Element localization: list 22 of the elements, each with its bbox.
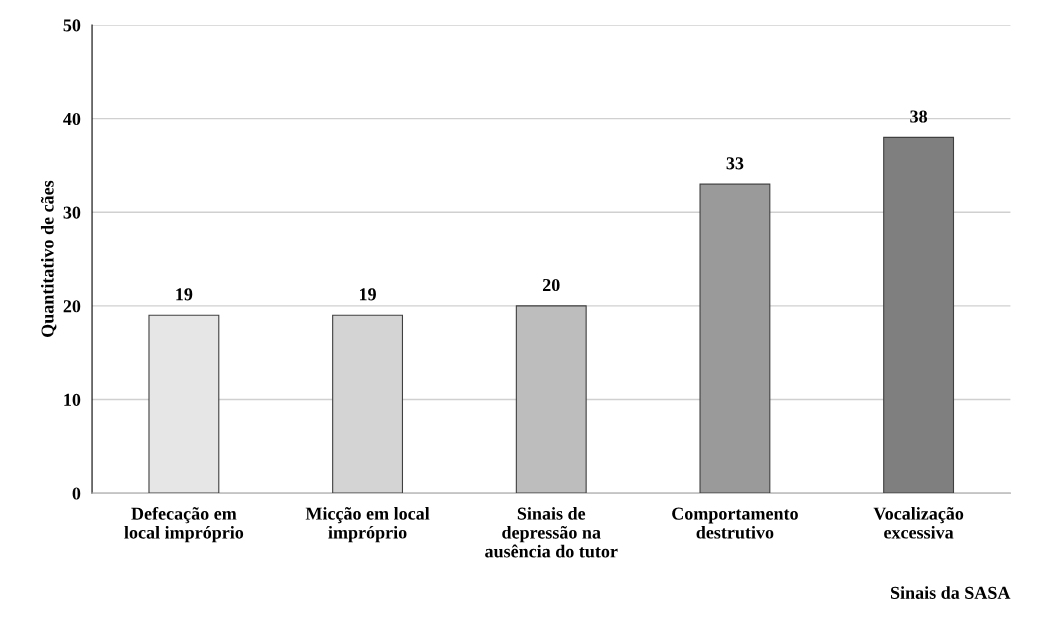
data-label: 38 [910,110,928,123]
y-tick-label: 50 [63,19,81,32]
bar [699,183,771,494]
data-label: 20 [542,278,560,292]
x-tick-label: Comportamento destrutivo [672,507,798,539]
data-label: 19 [359,288,376,301]
y-tick-label: 0 [72,487,81,500]
x-tick-label: Vocalização excessiva [873,506,964,539]
y-tick-label: 20 [63,300,81,313]
data-label: 33 [726,157,744,170]
y-tick-label: 40 [63,112,81,126]
x-tick-label: Defecação em local impróprio [124,506,244,543]
x-axis-title: Sinais da SASA [890,586,1011,599]
data-label: 19 [176,288,193,301]
y-axis-title: Quantitativo de cães [40,180,57,337]
x-tick-label: Sinais de depressão na ausência do tutor [485,507,618,558]
bar [148,314,220,494]
bar [515,305,587,494]
bar [883,136,955,494]
y-tick-label: 30 [63,206,81,219]
y-tick-label: 10 [64,393,81,406]
x-tick-label: Micção em local impróprio [305,506,430,543]
